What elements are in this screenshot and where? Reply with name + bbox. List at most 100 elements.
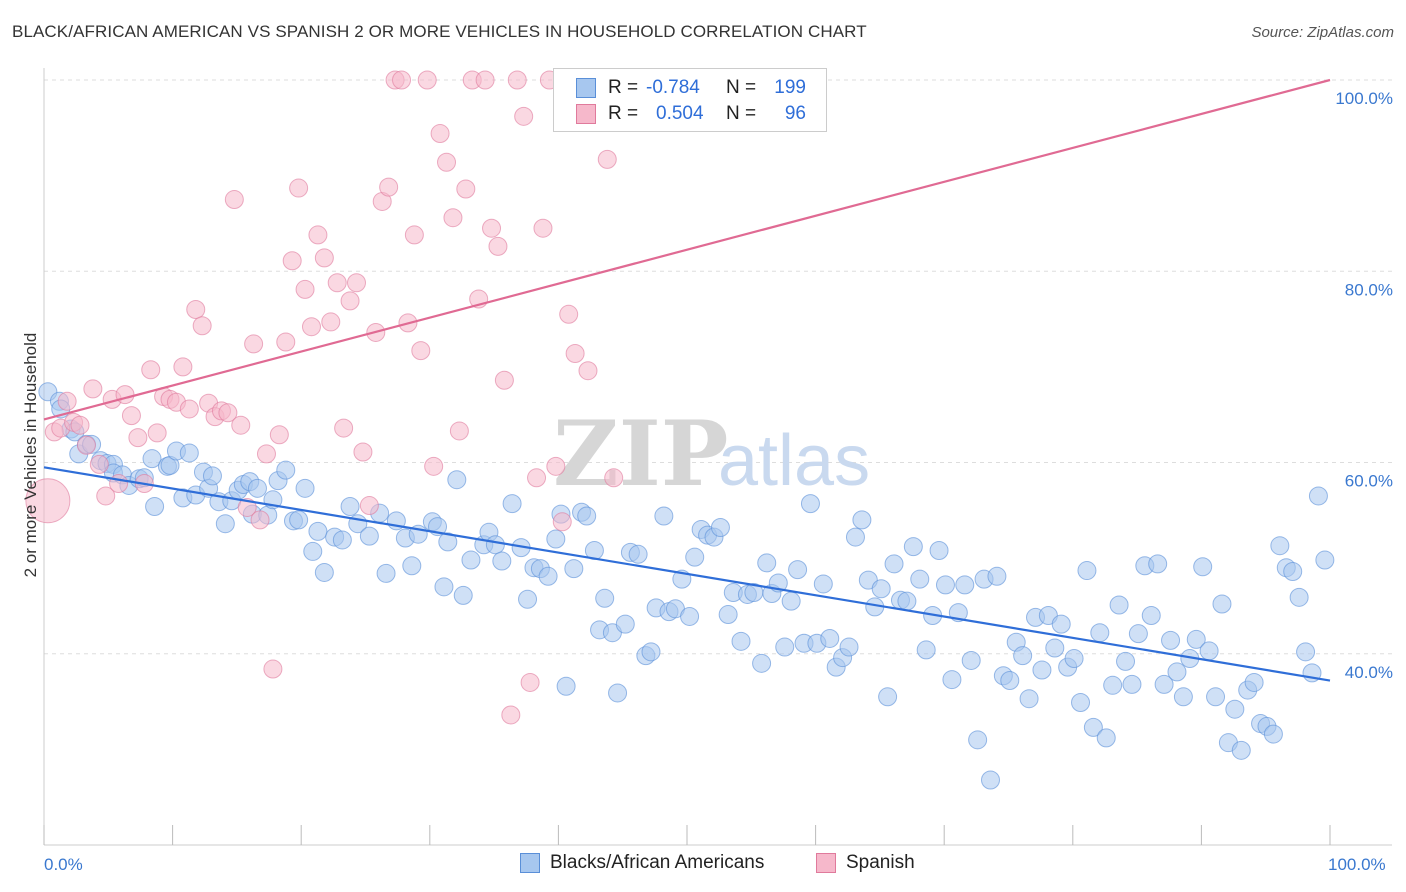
point-spanish (269, 425, 289, 445)
point-spanish (314, 248, 334, 268)
r-label: R = (608, 77, 639, 98)
point-spanish (96, 486, 116, 506)
point-spanish (70, 415, 90, 435)
point-spanish (179, 399, 199, 419)
point-blacks (276, 460, 296, 480)
legend-item-blacks: Blacks/African Americans (520, 852, 764, 874)
point-spanish (507, 70, 527, 90)
point-blacks (1225, 699, 1245, 719)
point-spanish (520, 672, 540, 692)
point-spanish (494, 370, 514, 390)
point-blacks (1186, 629, 1206, 649)
point-spanish (359, 496, 379, 516)
point-blacks (1308, 486, 1328, 506)
point-blacks (376, 563, 396, 583)
point-blacks (980, 770, 1000, 790)
point-blacks (1296, 642, 1316, 662)
point-spanish (346, 273, 366, 293)
point-blacks (485, 535, 505, 555)
correlation-legend: R = -0.784 N = 199 R = 0.504 N = 96 (553, 68, 827, 132)
point-spanish (282, 251, 302, 271)
point-spanish (340, 291, 360, 311)
point-blacks (813, 574, 833, 594)
point-spanish (231, 415, 251, 435)
point-blacks (968, 730, 988, 750)
point-blacks (340, 496, 360, 516)
point-blacks (942, 670, 962, 690)
point-spanish (392, 70, 412, 90)
point-blacks (1231, 740, 1251, 760)
point-blacks (438, 532, 458, 552)
point-blacks (447, 470, 467, 490)
legend-swatch-blue (520, 853, 540, 873)
trend-line-spanish (43, 78, 1331, 421)
point-blacks (145, 496, 165, 516)
point-blacks (461, 550, 481, 570)
point-blacks (247, 478, 267, 498)
watermark-zip: ZIP (553, 401, 728, 507)
point-spanish (546, 456, 566, 476)
point-blacks (556, 676, 576, 696)
point-spanish (424, 456, 444, 476)
point-blacks (546, 529, 566, 549)
point-blacks (502, 494, 522, 514)
point-blacks (1212, 594, 1232, 614)
y-tick-label: 40.0% (1345, 663, 1393, 682)
point-spanish (321, 312, 341, 332)
point-blacks (1193, 557, 1213, 577)
point-spanish (244, 334, 264, 354)
r-label: R = (608, 103, 639, 124)
point-blacks (1315, 550, 1335, 570)
point-spanish (173, 357, 193, 377)
point-blacks (884, 554, 904, 574)
point-blacks (929, 540, 949, 560)
point-spanish (353, 442, 373, 462)
point-blacks (961, 650, 981, 670)
y-tick-labels: 40.0% 60.0% 80.0% 100.0% (1335, 89, 1393, 682)
trend-line-blacks (43, 466, 1331, 682)
point-blacks (179, 443, 199, 463)
point-spanish (256, 444, 276, 464)
point-blacks (492, 551, 512, 571)
point-spanish (327, 273, 347, 293)
legend-label-blacks: Blacks/African Americans (550, 852, 765, 873)
point-spanish (334, 418, 354, 438)
r-value: 0.504 (656, 103, 704, 124)
point-blacks (538, 566, 558, 586)
point-blacks (359, 526, 379, 546)
point-blacks (916, 640, 936, 660)
point-blacks (800, 494, 820, 514)
point-blacks (1083, 717, 1103, 737)
point-blacks (781, 591, 801, 611)
legend-row-blacks: R = -0.784 N = 199 (576, 75, 806, 101)
point-spanish (456, 179, 476, 199)
x-tick-label-max: 100.0% (1328, 855, 1386, 874)
legend-swatch-pink (816, 853, 836, 873)
point-spanish (141, 360, 161, 380)
point-spanish (115, 385, 135, 405)
point-spanish (109, 474, 129, 494)
point-blacks (903, 537, 923, 557)
point-spanish (430, 124, 450, 144)
point-spanish (437, 152, 457, 172)
point-blacks (935, 575, 955, 595)
point-blacks (453, 585, 473, 605)
point-spanish (276, 332, 296, 352)
point-spanish (295, 279, 315, 299)
point-spanish (552, 512, 572, 532)
point-spanish (559, 304, 579, 324)
point-spanish (192, 316, 212, 336)
point-blacks (332, 530, 352, 550)
point-blacks (289, 510, 309, 530)
point-blacks (1244, 672, 1264, 692)
point-blacks (202, 466, 222, 486)
n-value: 96 (784, 103, 806, 124)
chart-title: BLACK/AFRICAN AMERICAN VS SPANISH 2 OR M… (12, 22, 867, 41)
point-blacks (685, 547, 705, 567)
point-blacks (1013, 646, 1033, 666)
n-label: N = (726, 77, 757, 98)
point-spanish (449, 421, 469, 441)
trend-lines (43, 78, 1331, 682)
point-spanish (475, 70, 495, 90)
